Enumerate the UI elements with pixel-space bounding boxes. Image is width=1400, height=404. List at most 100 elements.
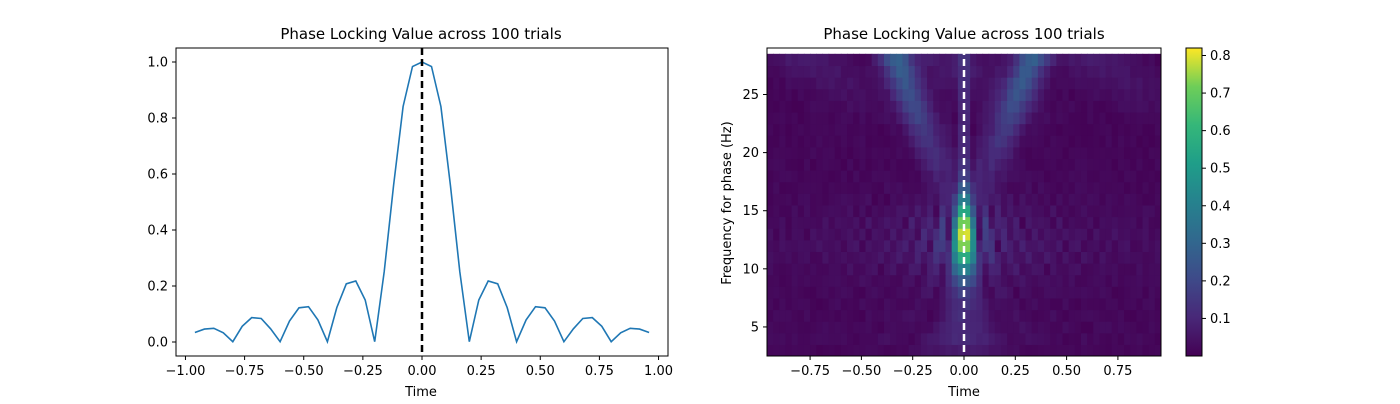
heatmap-cell bbox=[1105, 123, 1113, 136]
heatmap-cell bbox=[797, 100, 805, 113]
heatmap-cell bbox=[853, 193, 860, 206]
heatmap-cell bbox=[1062, 158, 1070, 171]
heatmap-cell bbox=[871, 123, 879, 136]
heatmap-cell bbox=[810, 146, 817, 160]
heatmap-cell bbox=[970, 274, 977, 287]
heatmap-cell bbox=[994, 88, 1002, 101]
heatmap-cell bbox=[920, 135, 928, 148]
heatmap-cell bbox=[1080, 146, 1088, 160]
heatmap-cell bbox=[1050, 193, 1057, 206]
heatmap-cell bbox=[1037, 135, 1045, 148]
heatmap-cell bbox=[939, 65, 947, 78]
line-x-ticks: −1.00 −0.75 −0.50 −0.25 0.00 0.25 0.50 0.75 1.00 bbox=[166, 356, 673, 379]
heatmap-cell bbox=[773, 111, 780, 125]
heatmap-cell bbox=[951, 274, 959, 287]
heatmap-cell bbox=[797, 204, 805, 218]
heatmap-cell bbox=[859, 88, 867, 101]
heatmap-cell bbox=[982, 309, 990, 322]
heatmap-cell bbox=[914, 135, 922, 148]
heatmap-cell bbox=[1074, 344, 1082, 356]
heatmap-cell bbox=[1105, 297, 1113, 311]
heatmap-cell bbox=[939, 344, 947, 356]
heatmap-cell bbox=[1044, 263, 1051, 276]
heatmap-cell bbox=[767, 286, 774, 299]
heatmap-cell bbox=[1099, 158, 1107, 171]
heatmap-cell bbox=[1136, 286, 1144, 299]
heatmap-cell bbox=[976, 309, 984, 322]
heatmap-cell bbox=[1093, 274, 1101, 287]
heatmap-cell bbox=[970, 135, 977, 148]
heatmap-cell bbox=[988, 263, 996, 276]
heatmap-cell bbox=[1142, 216, 1150, 229]
heatmap-cell bbox=[1136, 263, 1144, 276]
heatmap-cell bbox=[779, 123, 787, 136]
heatmap-cell bbox=[1050, 158, 1057, 171]
heatmap-cell bbox=[1056, 274, 1064, 287]
heatmap-cell bbox=[859, 181, 867, 194]
heatmap-cell bbox=[920, 286, 928, 299]
heatmap-cell bbox=[1068, 88, 1076, 101]
heatmap-cell bbox=[1025, 332, 1033, 345]
heatmap-cell bbox=[1050, 332, 1057, 345]
heatmap-cell bbox=[1019, 344, 1027, 356]
heatmap-cell bbox=[1087, 158, 1094, 171]
heatmap-cell bbox=[1044, 53, 1051, 67]
heatmap-cell bbox=[1087, 123, 1094, 136]
heatmap-cell bbox=[939, 239, 947, 252]
heatmap-cell bbox=[1019, 158, 1027, 171]
heatmap-cell bbox=[1130, 204, 1137, 218]
heatmap-cell bbox=[1068, 309, 1076, 322]
heatmap-cell bbox=[933, 263, 940, 276]
heatmap-cell bbox=[1099, 286, 1107, 299]
heatmap-cell bbox=[803, 100, 811, 113]
heatmap-cell bbox=[1037, 309, 1045, 322]
heatmap-cell bbox=[1080, 170, 1088, 183]
heatmap-cell bbox=[1148, 193, 1156, 206]
heatmap-cell bbox=[964, 146, 971, 160]
heatmap-cell bbox=[853, 123, 860, 136]
heatmap-cell bbox=[951, 204, 959, 218]
heatmap-cell bbox=[822, 321, 830, 334]
heatmap-cell bbox=[945, 239, 953, 252]
heatmap-cell bbox=[847, 297, 854, 311]
heatmap-cell bbox=[1037, 297, 1045, 311]
heatmap-cell bbox=[908, 123, 916, 136]
heatmap-cell bbox=[1000, 123, 1008, 136]
heatmap-cell bbox=[810, 309, 817, 322]
heatmap-cell bbox=[865, 181, 873, 194]
heatmap-cell bbox=[1111, 135, 1119, 148]
heatmap-cell bbox=[1105, 88, 1113, 101]
heatmap-cell bbox=[908, 170, 916, 183]
heatmap-cell bbox=[1154, 216, 1161, 229]
heatmap-cell bbox=[951, 65, 959, 78]
heatmap-cell bbox=[1124, 344, 1131, 356]
heatmap-cell bbox=[1031, 135, 1039, 148]
line-chart: Phase Locking Value across 100 trials −1… bbox=[147, 25, 673, 400]
heatmap-cell bbox=[1148, 239, 1156, 252]
heatmap-cell bbox=[890, 158, 897, 171]
heatmap-cell bbox=[803, 135, 811, 148]
heatmap-cell bbox=[822, 158, 830, 171]
heatmap-cell bbox=[1013, 135, 1021, 148]
heatmap-cell bbox=[1148, 297, 1156, 311]
heatmap-cell bbox=[883, 274, 891, 287]
heatmap-cell bbox=[902, 53, 910, 67]
heatmap-cell bbox=[1130, 158, 1137, 171]
heatmap-cell bbox=[908, 228, 916, 241]
heatmap-cell bbox=[773, 239, 780, 252]
heatmap-cell bbox=[1148, 65, 1156, 78]
heatmap-cell bbox=[834, 146, 842, 160]
heatmap-cell bbox=[970, 286, 977, 299]
heatmap-cell bbox=[1037, 111, 1045, 125]
heatmap-cell bbox=[914, 146, 922, 160]
heatmap-cell bbox=[1154, 274, 1161, 287]
heatmap-cell bbox=[883, 111, 891, 125]
heatmap-cell bbox=[859, 344, 867, 356]
heatmap-cell bbox=[908, 297, 916, 311]
heatmap-cell bbox=[988, 100, 996, 113]
heatmap-cell bbox=[871, 65, 879, 78]
heatmap-cell bbox=[822, 53, 830, 67]
heatmap-cell bbox=[1056, 65, 1064, 78]
heatmap-cell bbox=[1031, 193, 1039, 206]
heatmap-cell bbox=[791, 274, 799, 287]
